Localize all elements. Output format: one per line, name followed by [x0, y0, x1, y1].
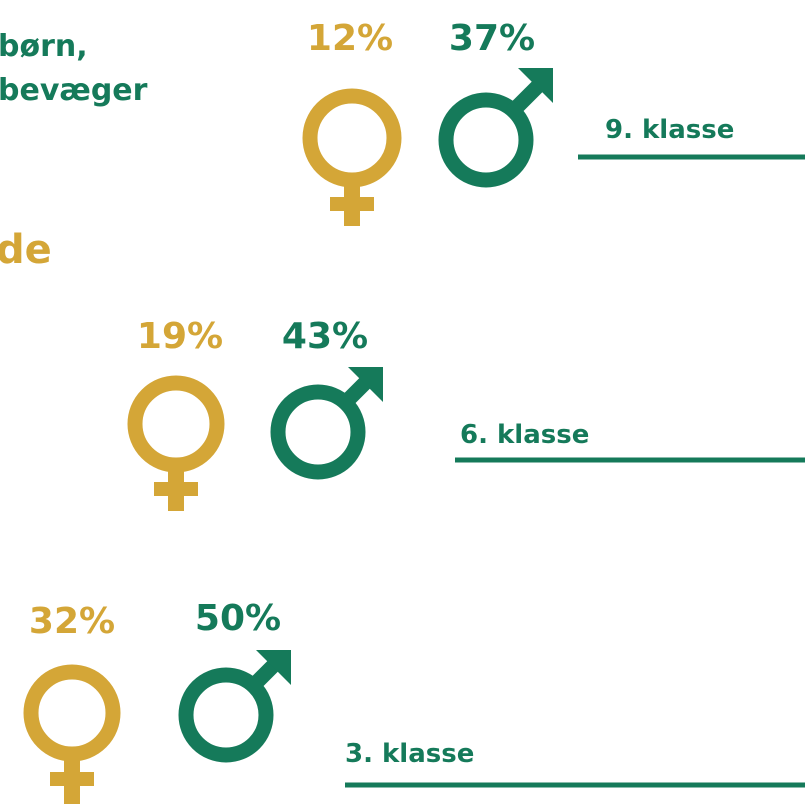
female-symbol [302, 88, 402, 226]
intro-text: de [0, 227, 52, 273]
female-symbol [127, 375, 225, 511]
grade-label: 6. klasse [460, 420, 589, 450]
grade-label: 9. klasse [605, 115, 734, 145]
girls-percent: 12% [307, 18, 393, 59]
boys-percent: 50% [195, 598, 281, 639]
male-symbol [438, 68, 553, 188]
girls-percent: 32% [29, 601, 115, 642]
boys-percent: 43% [282, 316, 368, 357]
male-symbol [270, 367, 383, 480]
female-symbol [23, 664, 121, 804]
boys-percent: 37% [449, 18, 535, 59]
male-symbol [178, 650, 291, 763]
grade-label: 3. klasse [345, 739, 474, 769]
intro-text: bevæger [0, 73, 148, 108]
intro-text: børn, [0, 29, 88, 64]
girls-percent: 19% [137, 316, 223, 357]
